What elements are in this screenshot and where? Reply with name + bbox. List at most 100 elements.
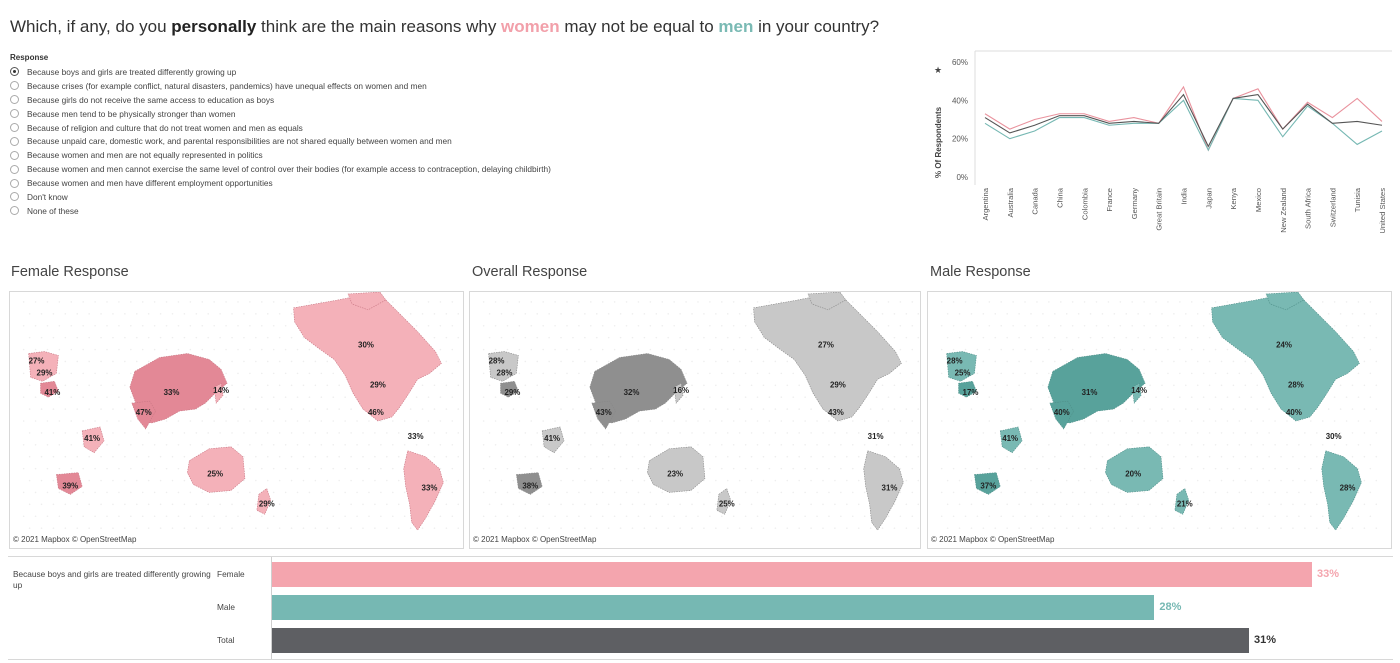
male-map[interactable]: 28% 25% 17% 31% 14% 40% 24% 28% 40% 41% 30% 37% 20% 2…: [927, 291, 1392, 549]
country-percent-label: 17%: [963, 388, 979, 397]
bar-female[interactable]: [272, 562, 1312, 587]
response-option[interactable]: Don't know: [10, 190, 710, 204]
radio-button[interactable]: [10, 109, 19, 119]
overall-map-title: Overall Response: [472, 264, 588, 280]
country-shape-south-america[interactable]: [1321, 450, 1362, 531]
radio-button[interactable]: [10, 95, 19, 105]
bar-value-female: 33%: [1317, 568, 1340, 580]
country-shape-india[interactable]: [131, 400, 156, 430]
series-line-female[interactable]: [984, 85, 1383, 152]
country-shape-greenland[interactable]: [807, 292, 847, 311]
country-shape-japan[interactable]: [213, 382, 224, 404]
y-tick-label: 20%: [952, 135, 968, 144]
series-line-total[interactable]: [984, 93, 1383, 148]
country-percent-label: 25%: [207, 470, 223, 479]
x-tick-label: Great Britain: [1155, 188, 1164, 231]
country-shape-australia[interactable]: [187, 446, 246, 493]
response-option[interactable]: Because crises (for example conflict, na…: [10, 79, 710, 93]
bar-total[interactable]: [272, 628, 1249, 653]
response-option[interactable]: Because women and men have different emp…: [10, 176, 710, 190]
map-copyright: © 2021 Mapbox © OpenStreetMap: [931, 535, 1055, 544]
country-percent-label: 37%: [980, 481, 996, 490]
bar-value-male: 28%: [1159, 601, 1182, 613]
radio-button[interactable]: [10, 192, 19, 202]
country-shape-japan[interactable]: [673, 382, 684, 404]
radio-button[interactable]: [10, 206, 19, 216]
response-option[interactable]: Because women and men are not equally re…: [10, 148, 710, 162]
bar-axis-divider: [271, 557, 272, 659]
response-filter-heading: Response: [10, 53, 49, 62]
country-shape-west-europe[interactable]: [946, 351, 977, 382]
country-percent-label: 30%: [358, 341, 374, 350]
country-percent-label: 21%: [1177, 499, 1193, 508]
country-shape-new-zealand[interactable]: [716, 487, 732, 515]
sort-icon[interactable]: ★: [934, 66, 942, 76]
country-shape-north-america[interactable]: [293, 295, 442, 422]
x-tick-label: Canada: [1031, 187, 1040, 214]
country-shape-south-america[interactable]: [403, 450, 444, 531]
country-shape-australia[interactable]: [1105, 446, 1164, 493]
country-shape-central-europe[interactable]: [958, 380, 977, 398]
country-shape-new-zealand[interactable]: [256, 487, 272, 515]
response-option[interactable]: Because women and men cannot exercise th…: [10, 162, 710, 176]
country-shape-south-africa[interactable]: [56, 472, 83, 495]
male-map-svg[interactable]: 28% 25% 17% 31% 14% 40% 24% 28% 40% 41% 30% 37% 20% 2…: [928, 292, 1391, 548]
country-shape-east-africa[interactable]: [541, 426, 565, 454]
country-shape-greenland[interactable]: [1265, 292, 1305, 311]
page-title: Which, if any, do you personally think a…: [10, 17, 880, 36]
country-percent-label: 28%: [489, 356, 505, 365]
response-option-label: None of these: [27, 205, 79, 216]
overall-map[interactable]: 28% 28% 29% 32% 16% 43% 27% 29% 43% 41% 31% 38% 23% 2…: [469, 291, 921, 549]
response-option-label: Don't know: [27, 191, 68, 202]
country-percent-label: 41%: [1002, 434, 1018, 443]
country-percent-label: 14%: [1131, 386, 1147, 395]
country-percent-label: 31%: [882, 483, 898, 492]
radio-button[interactable]: [10, 164, 19, 174]
x-tick-label: Colombia: [1080, 187, 1089, 220]
country-shape-australia[interactable]: [647, 446, 706, 493]
bar-label-female: Female: [217, 569, 245, 579]
country-shape-west-europe[interactable]: [488, 351, 519, 382]
response-option[interactable]: Because of religion and culture that do …: [10, 121, 710, 135]
country-percent-label: 20%: [1125, 470, 1141, 479]
country-shape-south-africa[interactable]: [974, 472, 1001, 495]
series-line-male[interactable]: [984, 97, 1383, 152]
radio-button[interactable]: [10, 123, 19, 132]
response-option[interactable]: None of these: [10, 204, 710, 218]
country-shape-india[interactable]: [591, 400, 616, 430]
radio-button[interactable]: [10, 67, 19, 77]
country-shape-new-zealand[interactable]: [1174, 487, 1190, 515]
country-shape-south-africa[interactable]: [516, 472, 543, 495]
country-shape-west-europe[interactable]: [28, 351, 59, 382]
radio-button[interactable]: [10, 136, 19, 146]
country-shape-south-america[interactable]: [863, 450, 904, 531]
bar-male[interactable]: [272, 595, 1155, 620]
map-copyright: © 2021 Mapbox © OpenStreetMap: [13, 535, 137, 544]
x-tick-label: France: [1105, 188, 1114, 212]
radio-button[interactable]: [10, 150, 19, 160]
country-shape-north-america[interactable]: [753, 295, 902, 422]
response-option-label: Because of religion and culture that do …: [27, 122, 303, 133]
female-map[interactable]: 27% 29% 41% 33% 14% 47% 30% 29% 46% 41% 33% 39% 25% 2…: [9, 291, 464, 549]
female-map-svg[interactable]: 27% 29% 41% 33% 14% 47% 30% 29% 46% 41% 33% 39% 25% 2…: [10, 292, 463, 548]
country-percent-label: 41%: [84, 434, 100, 443]
response-option[interactable]: Because boys and girls are treated diffe…: [10, 65, 710, 79]
response-option[interactable]: Because unpaid care, domestic work, and …: [10, 134, 710, 148]
country-shape-japan[interactable]: [1131, 382, 1142, 404]
country-shape-north-america[interactable]: [1211, 295, 1360, 422]
country-shape-greenland[interactable]: [347, 292, 387, 311]
radio-button[interactable]: [10, 81, 19, 91]
country-shape-east-africa[interactable]: [81, 426, 105, 454]
overall-map-svg[interactable]: 28% 28% 29% 32% 16% 43% 27% 29% 43% 41% 31% 38% 23% 2…: [470, 292, 920, 548]
country-shape-india[interactable]: [1049, 400, 1075, 430]
response-option[interactable]: Because men tend to be physically strong…: [10, 107, 710, 121]
x-tick-label: Japan: [1204, 188, 1213, 209]
response-option[interactable]: Because girls do not receive the same ac…: [10, 93, 710, 107]
country-percent-label: 28%: [1340, 483, 1356, 492]
radio-button[interactable]: [10, 178, 19, 188]
country-shape-east-africa[interactable]: [999, 426, 1023, 454]
country-percent-label: 40%: [1286, 408, 1302, 417]
country-shape-central-europe[interactable]: [500, 380, 519, 398]
country-shape-central-europe[interactable]: [40, 380, 59, 398]
bar-response-label: Because boys and girls are treated diffe…: [13, 569, 211, 590]
